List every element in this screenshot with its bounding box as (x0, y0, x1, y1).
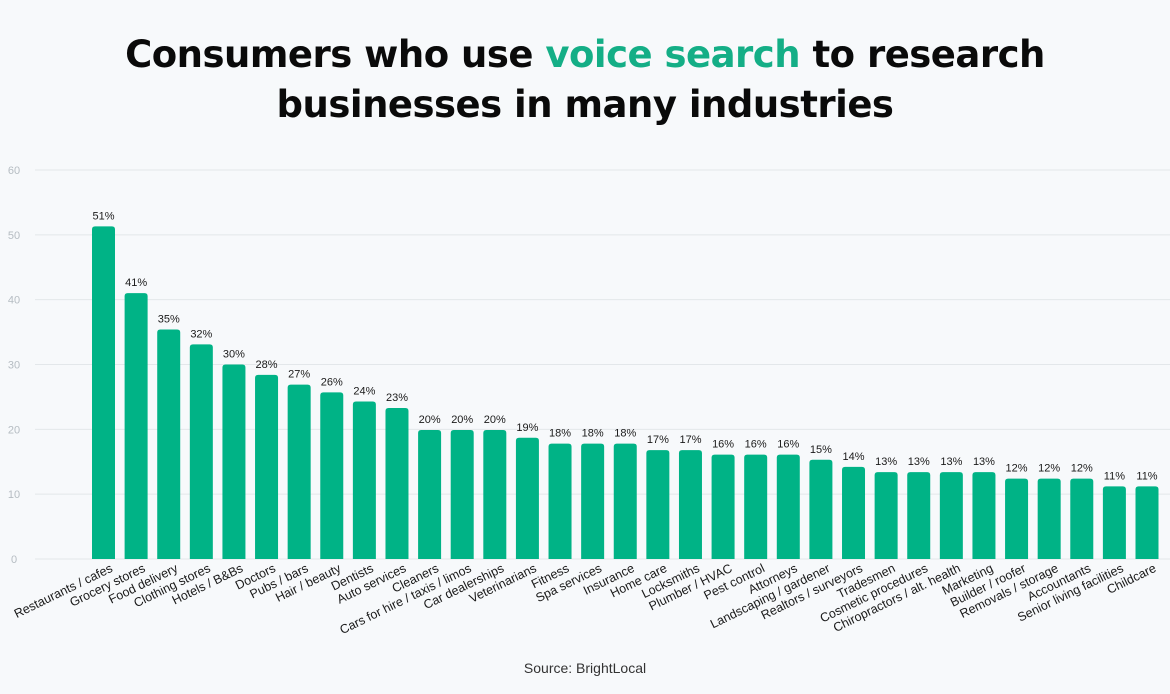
title-highlight: voice search (545, 33, 801, 76)
value-label: 15% (810, 444, 832, 456)
bar (483, 429, 507, 559)
title-part-2: to research (800, 33, 1045, 76)
bar (1135, 486, 1159, 559)
bar (874, 472, 898, 559)
bar (1102, 486, 1126, 559)
bar (450, 429, 474, 559)
y-axis-ticks: 0 10 20 30 40 50 60 (8, 165, 20, 566)
value-label: 24% (353, 385, 375, 397)
bar (842, 466, 866, 559)
bar (124, 293, 148, 559)
value-label: 11% (1104, 470, 1125, 482)
value-label: 20% (484, 414, 506, 426)
title-line-1: Consumers who use voice search to resear… (0, 30, 1170, 80)
bar (1005, 478, 1029, 559)
value-label: 13% (875, 456, 897, 468)
bar (646, 450, 670, 559)
value-label: 12% (1038, 463, 1060, 475)
title-line-2: businesses in many industries (276, 83, 894, 126)
value-label: 18% (549, 428, 571, 440)
value-label: 16% (777, 439, 799, 451)
bar (907, 472, 931, 559)
bar (581, 443, 605, 559)
bar (320, 392, 344, 559)
value-label: 30% (223, 349, 245, 361)
value-label: 28% (256, 359, 278, 371)
bar (972, 472, 996, 559)
title-part-1: Consumers who use (125, 33, 546, 76)
value-label: 20% (451, 414, 473, 426)
bar (418, 429, 442, 559)
value-label: 23% (386, 392, 408, 404)
bar (1037, 478, 1061, 559)
value-label: 16% (712, 439, 734, 451)
bar (385, 407, 409, 559)
value-label: 18% (614, 428, 636, 440)
y-tick-label: 60 (8, 165, 20, 177)
bar (939, 472, 963, 559)
value-label: 12% (1006, 463, 1028, 475)
value-label: 14% (843, 451, 865, 463)
bar (515, 437, 539, 559)
bar (744, 454, 768, 559)
bar (189, 344, 213, 559)
value-label: 13% (973, 456, 995, 468)
bar (352, 401, 376, 559)
y-tick-label: 30 (8, 360, 20, 372)
value-label: 51% (92, 210, 114, 222)
value-label: 12% (1071, 463, 1093, 475)
y-tick-label: 0 (11, 554, 17, 566)
value-label: 19% (516, 422, 538, 434)
y-tick-label: 50 (8, 230, 20, 242)
value-labels: 51% 41% 35% 32% 30% 28% 27% 26% 24% 23% 20% 20% 20% 1… (92, 210, 1157, 482)
bar (255, 374, 279, 559)
value-label: 18% (582, 428, 604, 440)
bars (92, 226, 1159, 559)
value-label: 13% (940, 456, 962, 468)
value-label: 17% (647, 434, 669, 446)
value-label: 35% (158, 313, 180, 325)
y-tick-label: 10 (8, 489, 20, 501)
bar (157, 329, 181, 559)
bar (548, 443, 572, 559)
value-label: 20% (419, 414, 441, 426)
bar (711, 454, 735, 559)
bar (222, 364, 246, 559)
bar (613, 443, 637, 559)
value-label: 27% (288, 369, 310, 381)
value-label: 13% (908, 456, 930, 468)
bar (678, 450, 702, 559)
value-label: 16% (745, 439, 767, 451)
y-tick-label: 40 (8, 295, 20, 307)
value-label: 17% (679, 434, 701, 446)
y-tick-label: 20 (8, 424, 20, 436)
value-label: 41% (125, 277, 147, 289)
bar (92, 226, 115, 559)
source-note: Source: BrightLocal (523, 660, 647, 676)
bar (1070, 478, 1094, 559)
bar (287, 384, 311, 559)
bar (776, 454, 800, 559)
value-label: 26% (321, 376, 343, 388)
value-label: 11% (1136, 470, 1157, 482)
chart-title: Consumers who use voice search to resear… (0, 30, 1170, 130)
value-label: 32% (190, 328, 212, 340)
bar (809, 459, 833, 559)
